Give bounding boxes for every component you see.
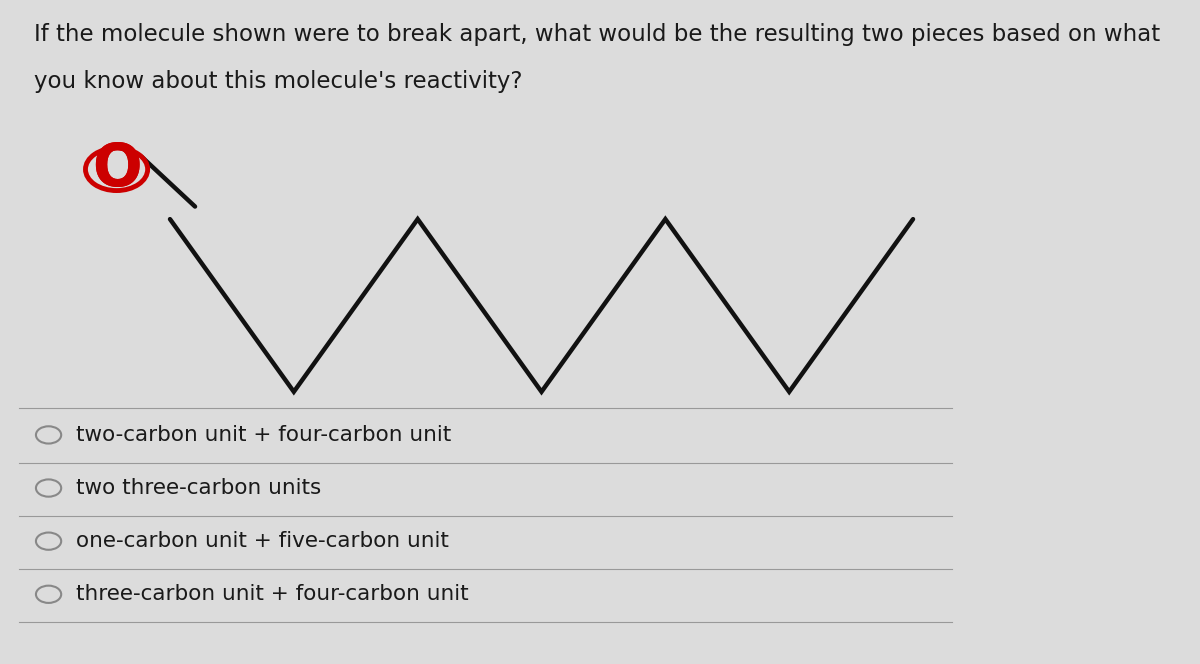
Text: you know about this molecule's reactivity?: you know about this molecule's reactivit…	[34, 70, 522, 93]
Text: two-carbon unit + four-carbon unit: two-carbon unit + four-carbon unit	[76, 425, 451, 445]
Circle shape	[85, 148, 148, 191]
Text: If the molecule shown were to break apart, what would be the resulting two piece: If the molecule shown were to break apar…	[34, 23, 1160, 46]
Text: O: O	[92, 141, 142, 198]
Text: one-carbon unit + five-carbon unit: one-carbon unit + five-carbon unit	[76, 531, 449, 551]
Text: three-carbon unit + four-carbon unit: three-carbon unit + four-carbon unit	[76, 584, 468, 604]
Text: O: O	[92, 141, 142, 198]
Text: two three-carbon units: two three-carbon units	[76, 478, 322, 498]
